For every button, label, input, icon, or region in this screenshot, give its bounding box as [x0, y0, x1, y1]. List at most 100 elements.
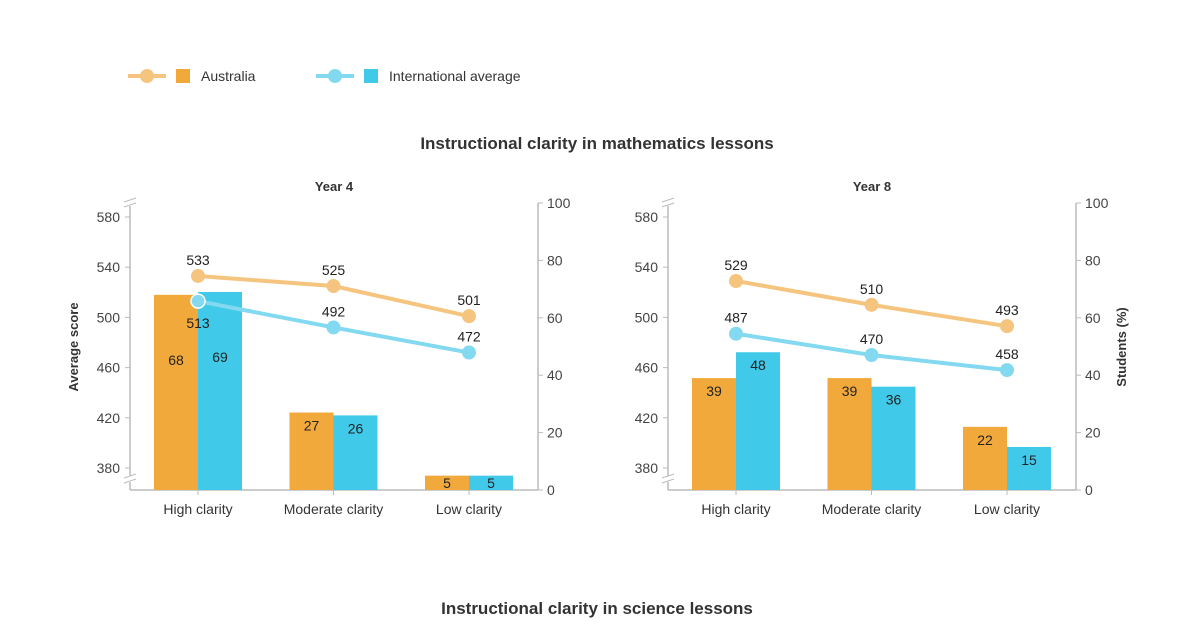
bar-data-label: 26	[348, 420, 364, 436]
bar	[736, 352, 780, 490]
legend-item-australia: Australia	[128, 68, 256, 84]
series-point	[729, 274, 743, 289]
bar	[1007, 446, 1051, 490]
point-data-label: 493	[995, 302, 1019, 318]
chart-title: Year 4	[315, 179, 354, 194]
legend-label: International average	[389, 68, 521, 84]
series-point	[326, 279, 341, 294]
series-point	[191, 268, 205, 283]
y-axis-left-label: Average score	[66, 302, 81, 391]
chart-title: Year 8	[853, 179, 891, 194]
point-data-label: 470	[860, 331, 884, 347]
axis-break-mark	[123, 197, 137, 203]
y-axis-right-label: Students (%)	[1114, 307, 1129, 386]
bar	[425, 475, 469, 490]
axis-break	[664, 476, 672, 482]
bar	[198, 291, 242, 490]
bar	[827, 378, 872, 490]
left-tick-label: 380	[635, 460, 659, 476]
left-tick-label: 420	[97, 410, 121, 426]
legend-bar-marker	[176, 69, 190, 83]
series-point	[1000, 319, 1014, 334]
right-tick-label: 40	[1085, 367, 1101, 383]
bar-data-label: 39	[706, 383, 722, 399]
legend-item-international: International average	[316, 68, 521, 84]
axis-break-mark	[661, 478, 675, 484]
right-tick-label: 60	[1085, 310, 1101, 326]
series-point	[864, 348, 879, 363]
right-tick-label: 80	[1085, 252, 1101, 268]
right-tick-label: 100	[1085, 195, 1109, 211]
left-tick-label: 460	[635, 360, 659, 376]
point-data-label: 510	[860, 281, 884, 297]
series-point	[864, 297, 879, 312]
bar	[871, 386, 916, 490]
legend-bar-marker	[364, 69, 378, 83]
series-point	[729, 326, 743, 341]
left-tick-label: 580	[635, 209, 659, 225]
x-tick-label: High clarity	[163, 501, 232, 517]
left-tick-label: 540	[635, 259, 659, 275]
bar	[692, 378, 736, 490]
bar	[963, 426, 1007, 490]
series-point	[326, 320, 341, 335]
right-tick-label: 100	[547, 195, 571, 211]
x-tick-label: Low clarity	[436, 501, 502, 517]
x-tick-label: Moderate clarity	[822, 501, 922, 517]
bar-data-label: 39	[842, 383, 858, 399]
bar	[289, 412, 334, 490]
bar-data-label: 68	[168, 352, 184, 368]
point-data-label: 458	[995, 346, 1019, 362]
right-tick-label: 80	[547, 252, 563, 268]
axis-break-mark	[661, 473, 675, 479]
bar	[469, 475, 513, 490]
legend: Australia International average	[128, 68, 521, 84]
point-data-label: 487	[724, 310, 748, 326]
axis-break	[126, 476, 134, 482]
legend-point-marker	[328, 69, 342, 83]
left-tick-label: 460	[97, 360, 121, 376]
point-data-label: 501	[457, 292, 481, 308]
x-tick-label: Low clarity	[974, 501, 1040, 517]
bar-data-label: 22	[977, 432, 993, 448]
left-tick-label: 540	[97, 259, 121, 275]
left-tick-label: 420	[635, 410, 659, 426]
axis-break-mark	[661, 197, 675, 203]
right-tick-label: 0	[1085, 482, 1093, 498]
axis-break-mark	[123, 473, 137, 479]
right-tick-label: 20	[1085, 425, 1101, 441]
axis-break-mark	[123, 478, 137, 484]
bar	[333, 415, 378, 490]
left-tick-label: 500	[635, 309, 659, 325]
point-data-label: 472	[457, 329, 481, 345]
right-tick-label: 0	[547, 482, 555, 498]
section-title-mathematics: Instructional clarity in mathematics les…	[420, 134, 773, 153]
bar-data-label: 5	[487, 475, 495, 491]
right-tick-label: 60	[547, 310, 563, 326]
bar-data-label: 69	[212, 349, 228, 365]
axis-break	[664, 200, 672, 206]
chart-year-8: Year 8 380 420 460 500 540 580 0 20 40 60 80 100 Stud…	[635, 179, 1129, 517]
section-title-science: Instructional clarity in science lessons	[441, 599, 753, 618]
bar-data-label: 5	[443, 475, 451, 491]
axis-break-mark	[123, 202, 137, 208]
axis-break	[126, 200, 134, 206]
bar-data-label: 27	[304, 418, 320, 434]
point-data-label: 513	[186, 315, 210, 331]
series-point	[190, 293, 206, 309]
axis-break-mark	[661, 202, 675, 208]
legend-point-marker	[140, 69, 154, 83]
x-tick-label: High clarity	[701, 501, 770, 517]
left-tick-label: 580	[97, 209, 121, 225]
bar-data-label: 36	[886, 392, 902, 408]
point-data-label: 533	[186, 252, 210, 268]
legend-label: Australia	[201, 68, 256, 84]
point-data-label: 492	[322, 303, 346, 319]
right-tick-label: 20	[547, 425, 563, 441]
point-data-label: 525	[322, 262, 346, 278]
bar	[154, 294, 198, 490]
series-point	[462, 309, 476, 324]
bar-data-label: 48	[750, 357, 766, 373]
bar-data-label: 15	[1021, 452, 1037, 468]
